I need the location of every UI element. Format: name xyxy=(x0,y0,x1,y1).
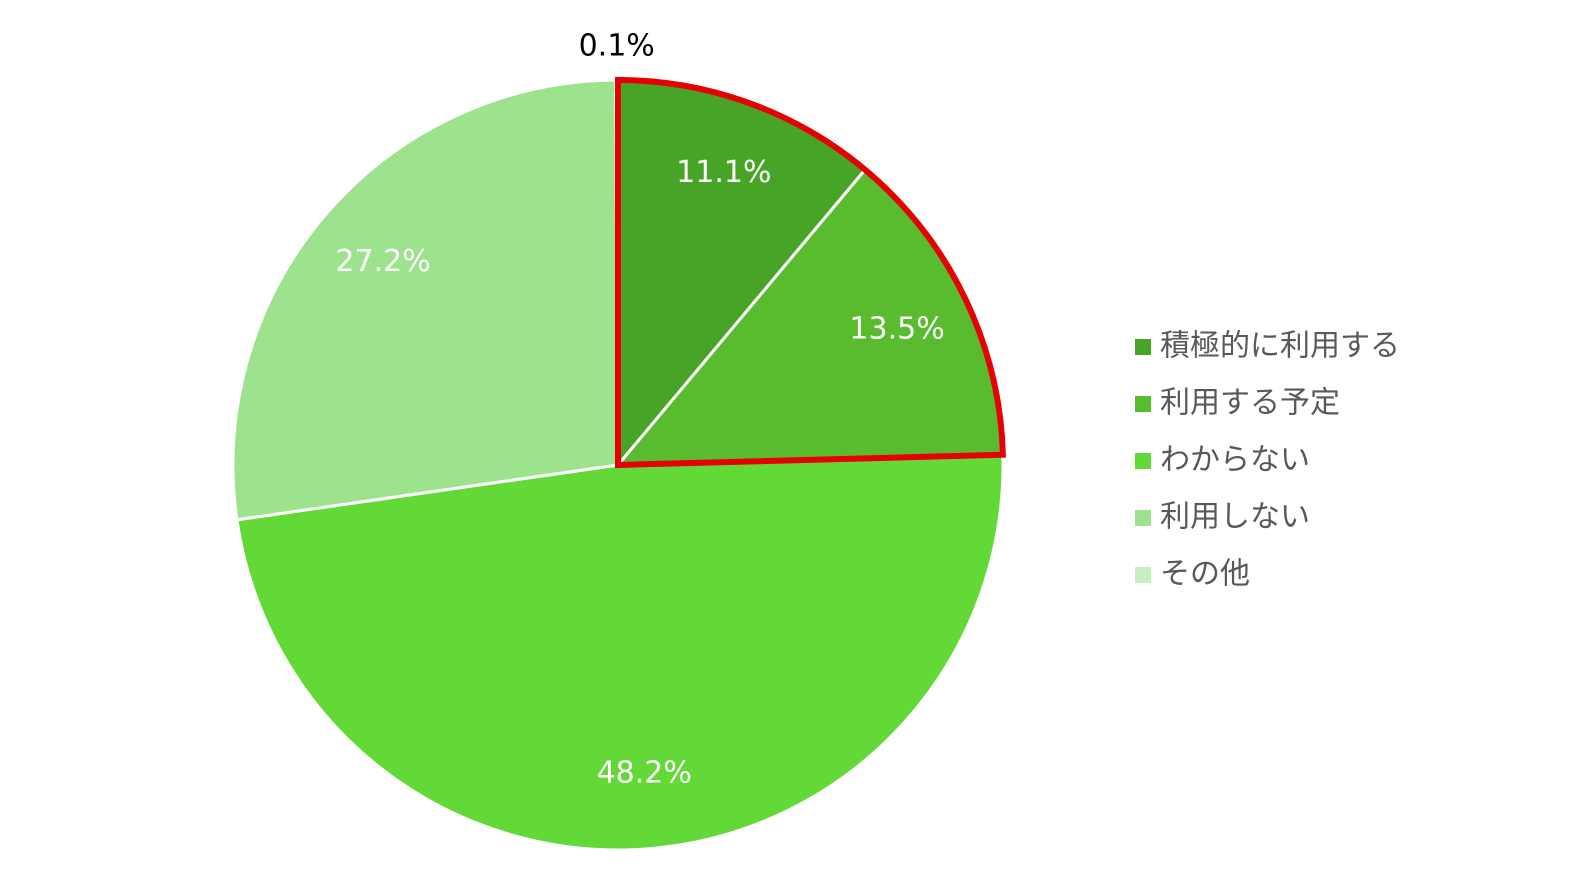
legend-label: 利用する予定 xyxy=(1160,386,1340,421)
legend-swatch xyxy=(1135,396,1151,412)
data-label: 0.1% xyxy=(579,29,655,64)
legend-label: その他 xyxy=(1160,557,1250,592)
data-label: 27.2% xyxy=(335,244,430,279)
pie-slice xyxy=(231,78,620,522)
data-label: 13.5% xyxy=(849,312,944,347)
data-label: 48.2% xyxy=(597,755,692,790)
highlight-outline xyxy=(615,76,1006,469)
legend-label: わからない xyxy=(1160,443,1310,478)
legend-label: 積極的に利用する xyxy=(1160,329,1400,364)
data-label: 11.1% xyxy=(676,155,771,190)
legend-swatch xyxy=(1135,510,1151,526)
legend-swatch xyxy=(1135,339,1151,355)
legend-swatch xyxy=(1135,567,1151,583)
legend-swatch xyxy=(1135,453,1151,469)
legend-label: 利用しない xyxy=(1160,500,1310,535)
pie-slice xyxy=(235,453,1005,852)
